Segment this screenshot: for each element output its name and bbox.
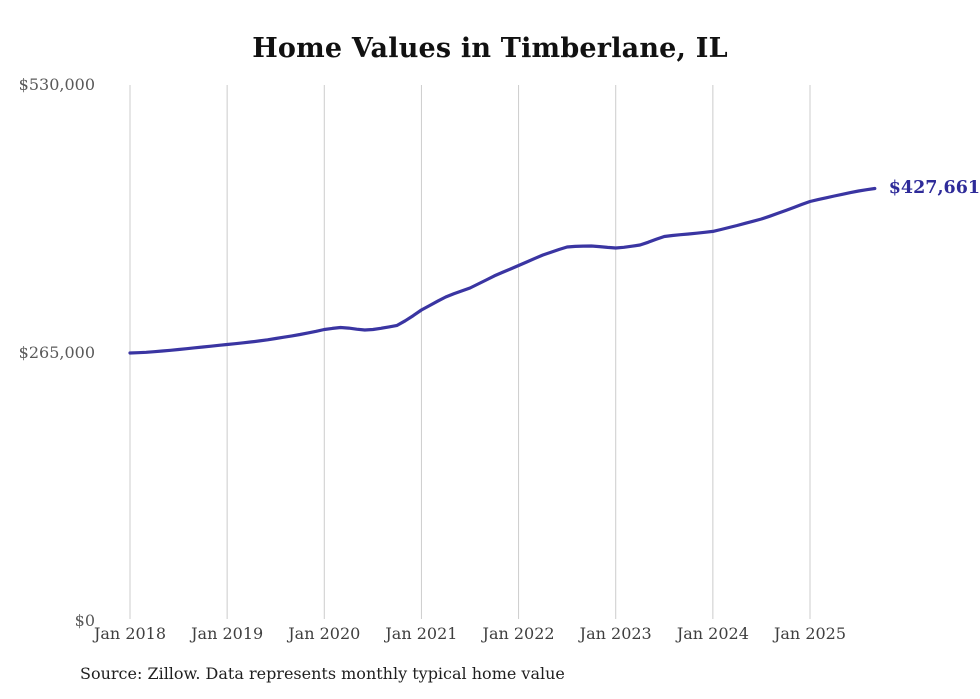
y-tick-label-265000: $265,000 — [18, 343, 95, 362]
x-tick-label-2018: Jan 2018 — [93, 624, 167, 643]
x-tick-label-2022: Jan 2022 — [482, 624, 555, 643]
x-tick-label-2019: Jan 2019 — [191, 624, 264, 643]
home-value-line — [128, 186, 877, 355]
last-value-label: $427,661 — [888, 178, 980, 199]
x-tick-label-2020: Jan 2020 — [288, 624, 361, 643]
chart-title: Home Values in Timberlane, IL — [252, 33, 728, 64]
x-tick-label-2021: Jan 2021 — [385, 624, 458, 643]
y-tick-label-530000: $530,000 — [18, 75, 95, 94]
x-tick-label-2025: Jan 2025 — [773, 624, 847, 643]
x-tick-label-2024: Jan 2024 — [676, 624, 749, 643]
x-tick-label-2023: Jan 2023 — [579, 624, 652, 643]
y-tick-label-0: $0 — [74, 611, 95, 630]
source-note: Source: Zillow. Data represents monthly … — [80, 664, 565, 683]
